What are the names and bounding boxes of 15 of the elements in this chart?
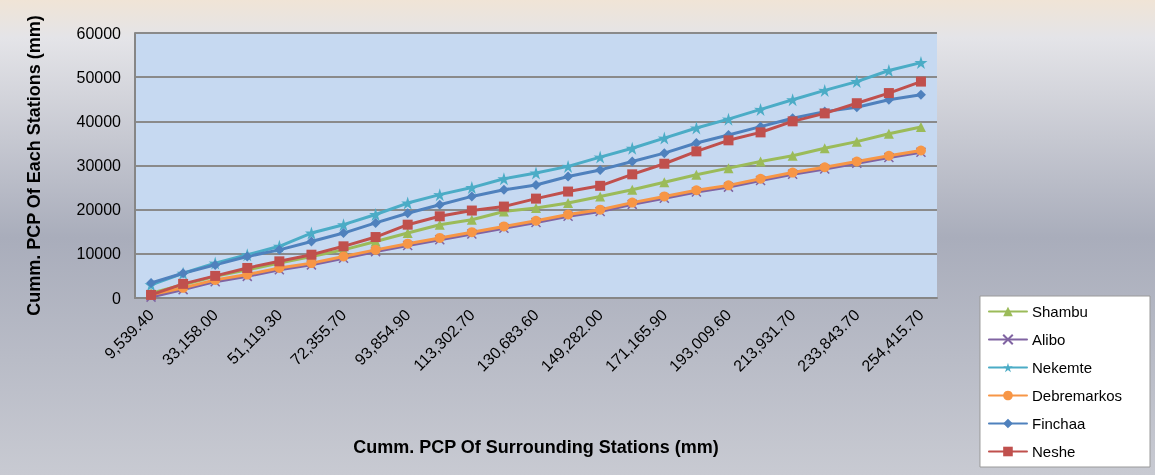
y-tick-label: 10000 [76, 245, 122, 263]
legend-label: Nekemte [1031, 359, 1092, 376]
y-tick-label: 50000 [76, 68, 122, 86]
legend-label: Neshe [1031, 443, 1076, 460]
legend-label: Shambu [1031, 303, 1088, 320]
y-tick-label: 60000 [76, 24, 122, 42]
y-axis-title: Cumm. PCP Of Each Stations (mm) [24, 15, 44, 316]
x-axis-title: Cumm. PCP Of Surrounding Stations (mm) [353, 437, 719, 457]
y-tick-label: 30000 [76, 157, 122, 174]
y-tick-label: 0 [112, 289, 122, 307]
legend-label: Debremarkos [1031, 387, 1122, 404]
y-tick-label: 20000 [76, 201, 122, 219]
y-tick-label: 40000 [76, 112, 122, 130]
legend-label: Finchaa [1031, 415, 1086, 432]
legend-label: Alibo [1031, 331, 1066, 348]
